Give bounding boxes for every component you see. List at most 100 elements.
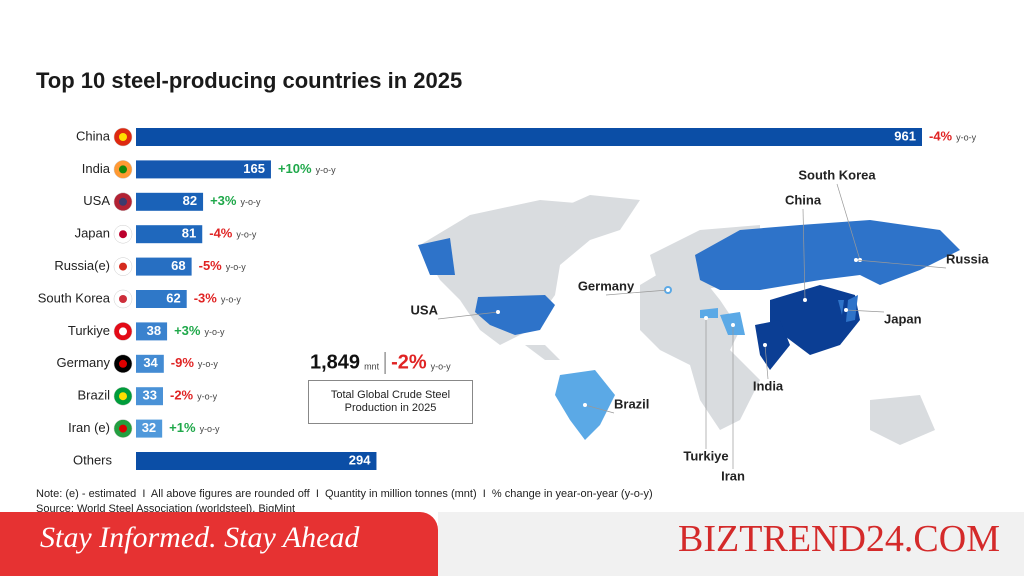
value-label: 82 (183, 193, 197, 208)
yoy-unit: y-o-y (240, 197, 260, 207)
category-label: Others (73, 452, 113, 467)
yoy-change: +3% (210, 193, 237, 208)
leader-line (855, 259, 947, 269)
location-dot (496, 310, 500, 314)
tagline: Stay Informed. Stay Ahead (40, 521, 360, 554)
bar (136, 354, 164, 373)
map-label: Russia (946, 251, 989, 266)
leader-line (764, 344, 769, 380)
map-label: China (785, 192, 822, 207)
total-change: -2% (391, 351, 427, 373)
total-change-unit: y-o-y (431, 361, 451, 371)
total-caption: Total Global Crude Steel Production in 2… (308, 380, 473, 424)
category-label: China (76, 128, 111, 143)
value-label: 32 (142, 420, 156, 435)
category-label: Germany (57, 355, 111, 370)
flag-detail (119, 327, 127, 336)
category-label: Iran (e) (68, 420, 110, 435)
yoy-change: -5% (199, 258, 223, 273)
map-label: Brazil (614, 396, 649, 411)
category-label: Brazil (77, 388, 110, 403)
bar (136, 290, 187, 308)
bar (136, 192, 204, 211)
bar (136, 225, 203, 244)
yoy-change: -9% (171, 355, 195, 370)
map-label: India (753, 378, 784, 393)
map-label: USA (411, 302, 439, 317)
value-label: 294 (349, 452, 371, 467)
leader-line (437, 311, 499, 320)
yoy-unit: y-o-y (204, 327, 224, 337)
yoy-unit: y-o-y (200, 424, 220, 434)
value-label: 62 (166, 290, 180, 305)
location-dot (858, 258, 862, 262)
leader-line (802, 208, 806, 301)
leader-line (845, 309, 885, 313)
location-dot (583, 403, 587, 407)
tagline-banner: Stay Informed. Stay Ahead (0, 512, 438, 576)
flag-detail (119, 359, 127, 368)
bar (136, 419, 163, 438)
value-label: 68 (171, 258, 185, 273)
category-label: India (82, 161, 111, 176)
yoy-unit: y-o-y (198, 359, 218, 369)
map-label: Germany (578, 278, 635, 293)
value-label: 165 (243, 161, 265, 176)
yoy-unit: y-o-y (226, 262, 246, 272)
value-label: 81 (182, 226, 196, 241)
bar (136, 128, 922, 146)
source: Source: World Steel Association (worldst… (36, 503, 295, 515)
category-label: Russia(e) (54, 258, 110, 273)
chart-title: Top 10 steel-producing countries in 2025 (36, 68, 462, 93)
leader-line (605, 289, 669, 296)
category-label: Turkiye (68, 323, 110, 338)
flag-detail (119, 424, 127, 433)
brand: BIZTREND24.COM (678, 518, 1000, 560)
yoy-change: -4% (209, 226, 233, 241)
map-label: Turkiye (683, 448, 728, 463)
category-label: Japan (75, 226, 110, 241)
value-label: 961 (894, 128, 916, 143)
yoy-unit: y-o-y (221, 294, 241, 304)
location-dot (803, 298, 807, 302)
value-label: 34 (143, 355, 158, 370)
yoy-unit: y-o-y (236, 230, 256, 240)
location-dot (763, 343, 767, 347)
highlighted-countries (418, 220, 960, 440)
bar (136, 160, 271, 179)
yoy-change: -3% (194, 290, 218, 305)
yoy-change: -4% (929, 128, 953, 143)
flag-detail (119, 392, 127, 401)
flag-detail (119, 230, 127, 239)
total-unit: mnt (364, 361, 380, 371)
leader-line (584, 404, 615, 414)
location-dot (666, 288, 670, 292)
value-label: 33 (143, 388, 157, 403)
value-label: 38 (147, 323, 161, 338)
map-label: South Korea (798, 167, 876, 182)
map-label: Iran (721, 468, 745, 483)
bar (136, 257, 192, 276)
bar (136, 322, 168, 341)
location-dot (731, 323, 735, 327)
bar (136, 452, 377, 470)
flag-detail (119, 133, 127, 141)
note: Note: (e) - estimated I All above figure… (36, 488, 653, 500)
flag-detail (119, 165, 127, 174)
flag-detail (119, 262, 127, 271)
location-dot (704, 316, 708, 320)
yoy-unit: y-o-y (197, 392, 217, 402)
location-dot (854, 258, 858, 262)
leader-line (836, 183, 861, 261)
flag-detail (119, 197, 127, 206)
yoy-change: +3% (174, 323, 201, 338)
yoy-change: +10% (278, 161, 312, 176)
flag-detail (119, 295, 127, 303)
yoy-change: -2% (170, 388, 194, 403)
total-value: 1,849 (310, 351, 360, 373)
yoy-unit: y-o-y (316, 165, 336, 175)
location-dot (844, 308, 848, 312)
yoy-unit: y-o-y (956, 132, 976, 142)
